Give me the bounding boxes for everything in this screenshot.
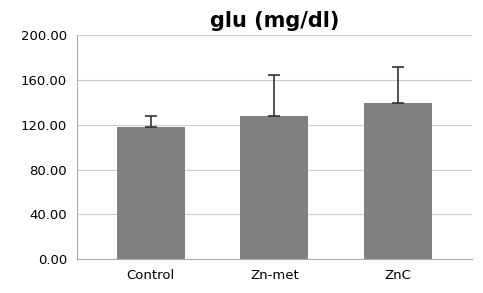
Bar: [241, 116, 308, 259]
Bar: [117, 127, 185, 259]
Bar: [364, 103, 432, 259]
Title: glu (mg/dl): glu (mg/dl): [210, 11, 339, 31]
